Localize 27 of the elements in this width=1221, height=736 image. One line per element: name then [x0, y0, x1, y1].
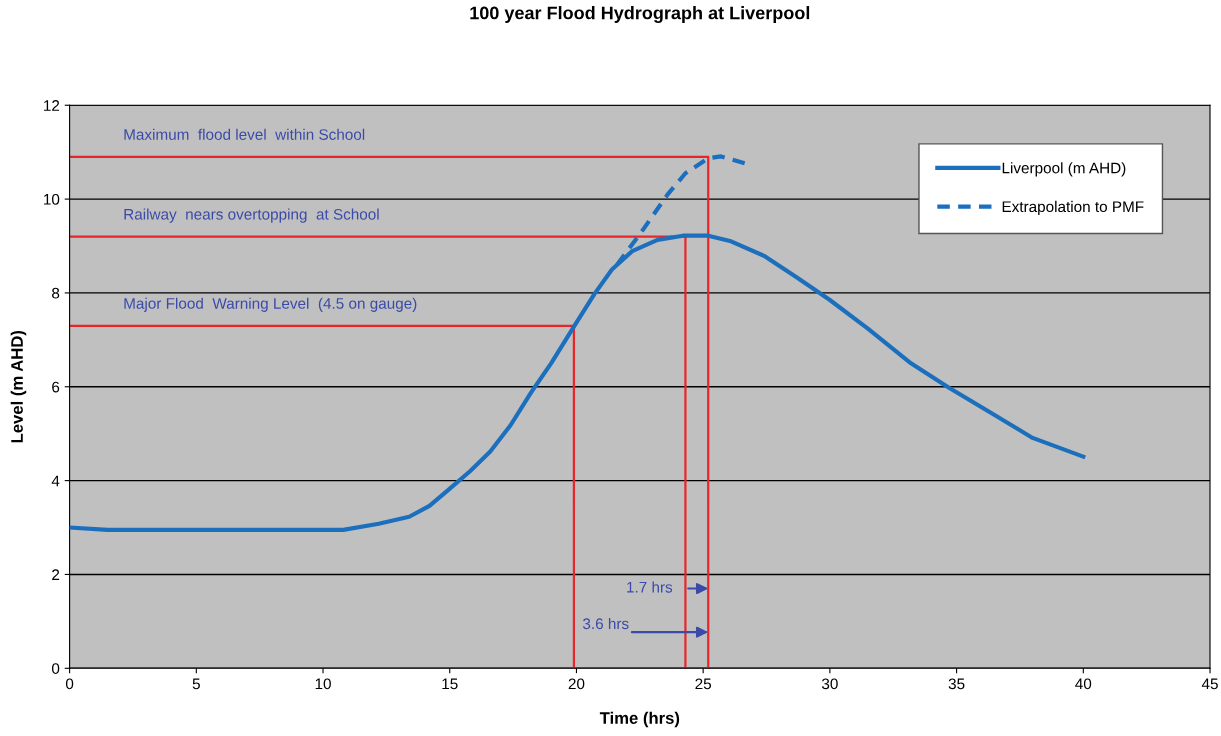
x-tick-label: 5: [192, 678, 200, 690]
x-tick-label: 30: [821, 678, 838, 690]
annotation: Railway nears overtopping at School: [124, 208, 379, 223]
x-tick-label: 0: [65, 678, 74, 690]
x-axis-title: Time (hrs): [599, 711, 680, 728]
y-tick-label: 4: [51, 475, 60, 487]
x-tick-label: 20: [568, 678, 585, 690]
annotation: 3.6 hrs: [582, 617, 629, 630]
annotation: Maximum flood level within School: [124, 128, 365, 140]
y-tick-label: 6: [52, 381, 60, 393]
x-tick-label: 15: [442, 678, 458, 690]
annotation: Major Flood Warning Level (4.5 on gauge): [124, 297, 417, 312]
x-tick-label: 35: [948, 678, 965, 690]
x-tick-label: 25: [695, 678, 712, 690]
y-axis-title: Level (m AHD): [10, 330, 27, 443]
y-tick-label: 2: [52, 569, 60, 580]
x-tick-label: 40: [1075, 678, 1092, 690]
y-tick-label: 8: [52, 287, 60, 299]
x-tick-label: 10: [315, 678, 331, 690]
y-tick-label: 10: [44, 193, 60, 205]
x-tick-label: 45: [1201, 678, 1218, 690]
annotation: 1.7 hrs: [627, 581, 673, 593]
y-tick-label: 0: [51, 663, 60, 674]
y-tick-label: 12: [44, 100, 60, 111]
chart-title: 100 year Flood Hydrograph at Liverpool: [470, 6, 810, 23]
legend-label: Extrapolation to PMF: [1002, 200, 1144, 216]
legend-label: Liverpool (m AHD): [1002, 162, 1126, 177]
